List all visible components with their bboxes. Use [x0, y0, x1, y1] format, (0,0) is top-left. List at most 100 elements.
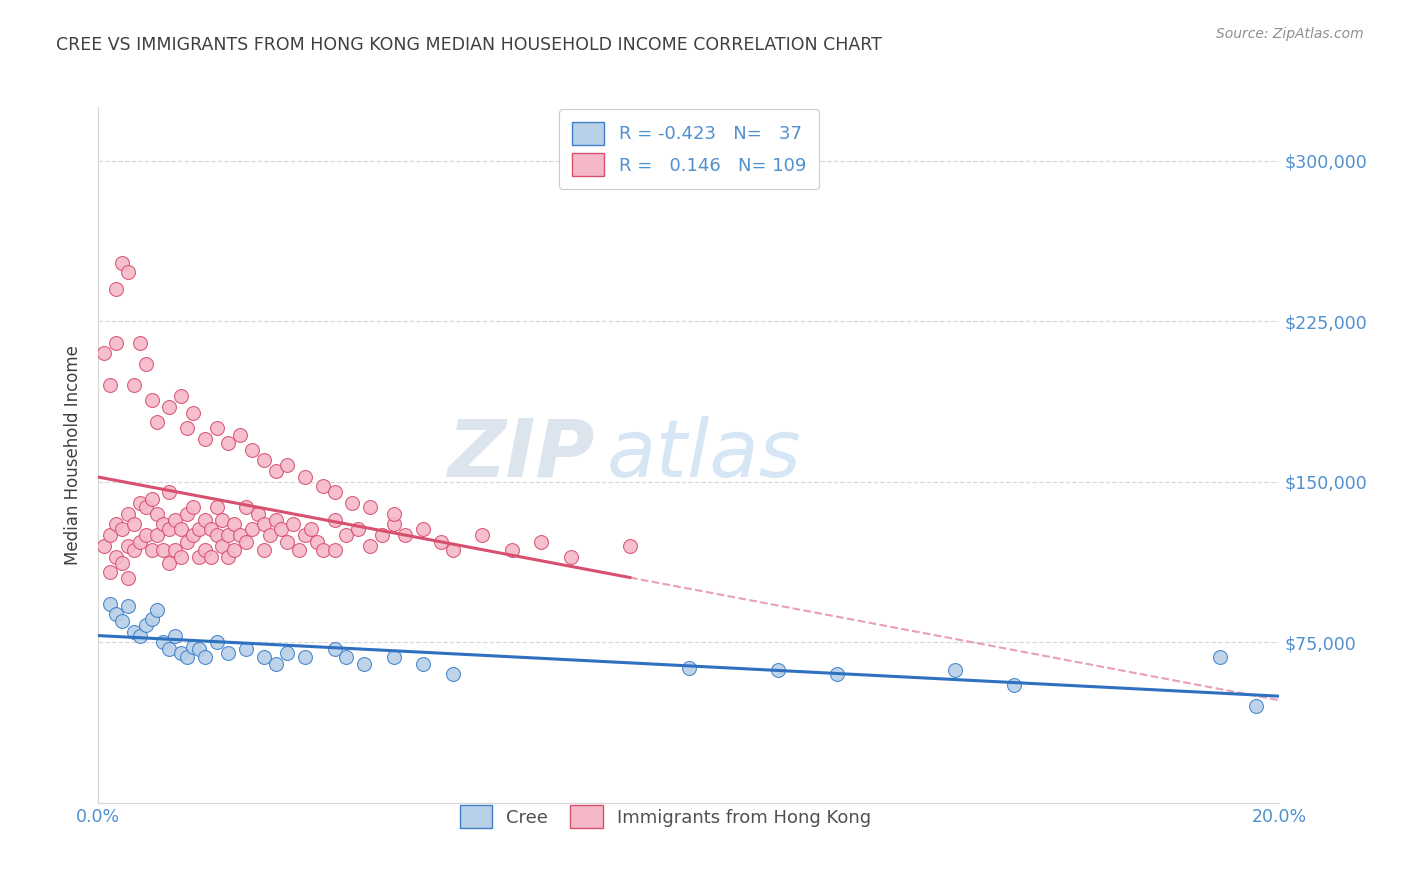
- Point: [412, 522, 434, 536]
- Point: [194, 543, 217, 558]
- Point: [176, 534, 198, 549]
- Point: [276, 646, 298, 660]
- Point: [678, 661, 700, 675]
- Point: [122, 543, 145, 558]
- Point: [211, 513, 233, 527]
- Point: [560, 549, 582, 564]
- Point: [135, 618, 157, 632]
- Text: Source: ZipAtlas.com: Source: ZipAtlas.com: [1216, 27, 1364, 41]
- Point: [253, 650, 276, 665]
- Point: [441, 667, 464, 681]
- Point: [471, 528, 494, 542]
- Point: [117, 571, 139, 585]
- Point: [128, 629, 150, 643]
- Point: [187, 641, 209, 656]
- Point: [111, 522, 134, 536]
- Point: [117, 539, 139, 553]
- Point: [323, 513, 346, 527]
- Point: [240, 522, 263, 536]
- Point: [128, 335, 150, 350]
- Point: [205, 635, 228, 649]
- Point: [128, 496, 150, 510]
- Point: [135, 528, 157, 542]
- Point: [1209, 650, 1232, 665]
- Point: [312, 543, 335, 558]
- Point: [1244, 699, 1267, 714]
- Point: [98, 565, 121, 579]
- Point: [259, 528, 281, 542]
- Point: [347, 522, 370, 536]
- Point: [105, 282, 128, 296]
- Point: [157, 556, 180, 570]
- Point: [382, 650, 405, 665]
- Point: [157, 522, 180, 536]
- Point: [141, 543, 163, 558]
- Point: [276, 534, 298, 549]
- Point: [235, 500, 257, 515]
- Point: [170, 549, 193, 564]
- Point: [146, 528, 169, 542]
- Point: [122, 517, 145, 532]
- Point: [128, 534, 150, 549]
- Legend: Cree, Immigrants from Hong Kong: Cree, Immigrants from Hong Kong: [453, 797, 879, 836]
- Point: [371, 528, 394, 542]
- Point: [205, 421, 228, 435]
- Point: [353, 657, 375, 671]
- Point: [229, 427, 252, 442]
- Point: [152, 543, 174, 558]
- Point: [146, 507, 169, 521]
- Point: [825, 667, 848, 681]
- Point: [152, 517, 174, 532]
- Point: [135, 357, 157, 371]
- Point: [305, 534, 328, 549]
- Point: [98, 528, 121, 542]
- Point: [146, 415, 169, 429]
- Point: [270, 522, 292, 536]
- Point: [141, 491, 163, 506]
- Point: [165, 629, 187, 643]
- Point: [299, 522, 322, 536]
- Point: [382, 517, 405, 532]
- Point: [111, 256, 134, 270]
- Point: [146, 603, 169, 617]
- Y-axis label: Median Household Income: Median Household Income: [63, 345, 82, 565]
- Point: [181, 406, 204, 420]
- Point: [312, 479, 335, 493]
- Point: [141, 612, 163, 626]
- Point: [342, 496, 364, 510]
- Point: [294, 528, 316, 542]
- Point: [176, 507, 198, 521]
- Point: [93, 539, 115, 553]
- Point: [217, 646, 239, 660]
- Point: [194, 432, 217, 446]
- Point: [135, 500, 157, 515]
- Point: [382, 507, 405, 521]
- Point: [240, 442, 263, 457]
- Point: [105, 517, 128, 532]
- Point: [253, 517, 276, 532]
- Point: [122, 624, 145, 639]
- Point: [283, 517, 305, 532]
- Point: [224, 543, 246, 558]
- Point: [122, 378, 145, 392]
- Point: [105, 335, 128, 350]
- Point: [205, 528, 228, 542]
- Point: [152, 635, 174, 649]
- Point: [157, 485, 180, 500]
- Point: [194, 513, 217, 527]
- Point: [619, 539, 641, 553]
- Point: [205, 500, 228, 515]
- Point: [165, 543, 187, 558]
- Point: [93, 346, 115, 360]
- Text: ZIP: ZIP: [447, 416, 595, 494]
- Point: [105, 607, 128, 622]
- Point: [501, 543, 523, 558]
- Point: [181, 640, 204, 654]
- Point: [943, 663, 966, 677]
- Point: [430, 534, 453, 549]
- Point: [246, 507, 269, 521]
- Text: CREE VS IMMIGRANTS FROM HONG KONG MEDIAN HOUSEHOLD INCOME CORRELATION CHART: CREE VS IMMIGRANTS FROM HONG KONG MEDIAN…: [56, 36, 882, 54]
- Point: [253, 453, 276, 467]
- Point: [187, 522, 209, 536]
- Point: [170, 389, 193, 403]
